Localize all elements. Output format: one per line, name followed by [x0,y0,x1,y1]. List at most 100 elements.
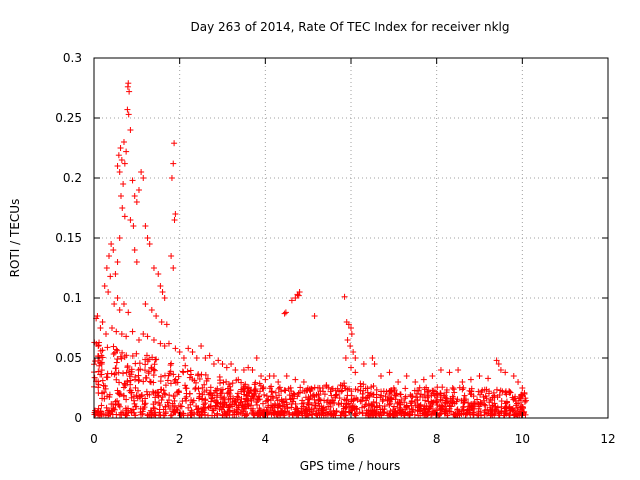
data-point [446,369,453,376]
data-point [136,376,143,383]
data-point [512,397,519,404]
data-point [201,381,208,388]
data-point [128,371,135,378]
data-point [165,402,172,409]
data-point [186,374,193,381]
data-point [494,394,501,401]
data-point [338,400,345,407]
data-point [153,389,160,396]
data-point [171,140,178,147]
data-point [434,391,441,398]
data-point [188,397,195,404]
data-point [196,395,203,402]
data-point [348,325,354,331]
data-point [108,325,115,331]
data-point [434,402,441,409]
data-point [268,388,275,395]
data-point [370,382,377,389]
data-point [97,325,104,331]
data-point [408,398,415,405]
data-point [125,309,132,316]
data-point [150,372,157,379]
data-point [149,354,156,361]
data-point [503,399,510,406]
data-point [115,152,122,159]
grid-lines [94,58,608,418]
data-point [381,403,388,410]
x-tick-label: 10 [515,432,530,446]
data-point [98,361,105,367]
data-point [188,412,195,419]
data-point [242,404,249,411]
data-point [193,355,200,361]
data-point [284,405,291,412]
data-point [214,399,221,406]
data-point [416,408,423,415]
axis-ticks [93,57,609,419]
data-point [376,402,383,409]
data-point [135,387,142,394]
data-point [110,351,117,358]
data-point [276,384,283,391]
data-point [131,193,138,199]
data-point [371,410,378,417]
data-point [146,378,153,385]
data-point [514,410,521,417]
data-point [168,411,175,418]
data-point [449,399,456,406]
data-point [95,368,102,375]
y-tick-label: 0.2 [63,171,82,185]
data-point [162,403,169,410]
data-point [222,410,229,417]
data-point [95,343,102,349]
data-point [202,404,209,411]
data-point [379,398,386,405]
data-point [116,235,123,241]
x-tick-label: 6 [347,432,355,446]
data-point [127,381,134,388]
data-point [321,391,328,398]
data-point [165,397,172,404]
data-point [140,378,147,385]
data-point [113,376,120,383]
data-point [91,374,98,381]
data-point [185,345,192,352]
data-point [438,392,445,399]
data-point [159,289,166,295]
data-point [233,408,240,415]
data-point [424,389,431,396]
data-point [119,205,126,211]
data-point [216,406,223,413]
data-point [161,295,168,301]
x-tick-label: 12 [600,432,615,446]
y-tick-label: 0 [74,411,82,425]
data-point [263,392,270,399]
data-point [519,404,526,411]
data-point [311,384,318,391]
data-point [423,384,430,391]
data-point [121,380,128,387]
data-point [129,352,136,359]
data-point [164,377,171,384]
x-tick-label: 8 [433,432,441,446]
data-point [506,412,513,419]
data-point [414,396,421,403]
data-point [305,396,312,403]
data-point [115,402,122,409]
data-point [158,319,165,325]
data-point [161,390,168,397]
data-point [167,380,174,387]
data-point [242,381,249,388]
data-point [321,397,328,404]
data-point [425,398,432,405]
y-tick-label: 0.15 [55,231,82,245]
y-tick-label: 0.3 [63,51,82,65]
data-point [218,390,225,397]
data-point [299,408,306,415]
data-point [275,379,282,385]
data-point [429,387,436,394]
data-point [148,407,155,414]
data-point [363,409,370,416]
data-point [303,404,310,411]
